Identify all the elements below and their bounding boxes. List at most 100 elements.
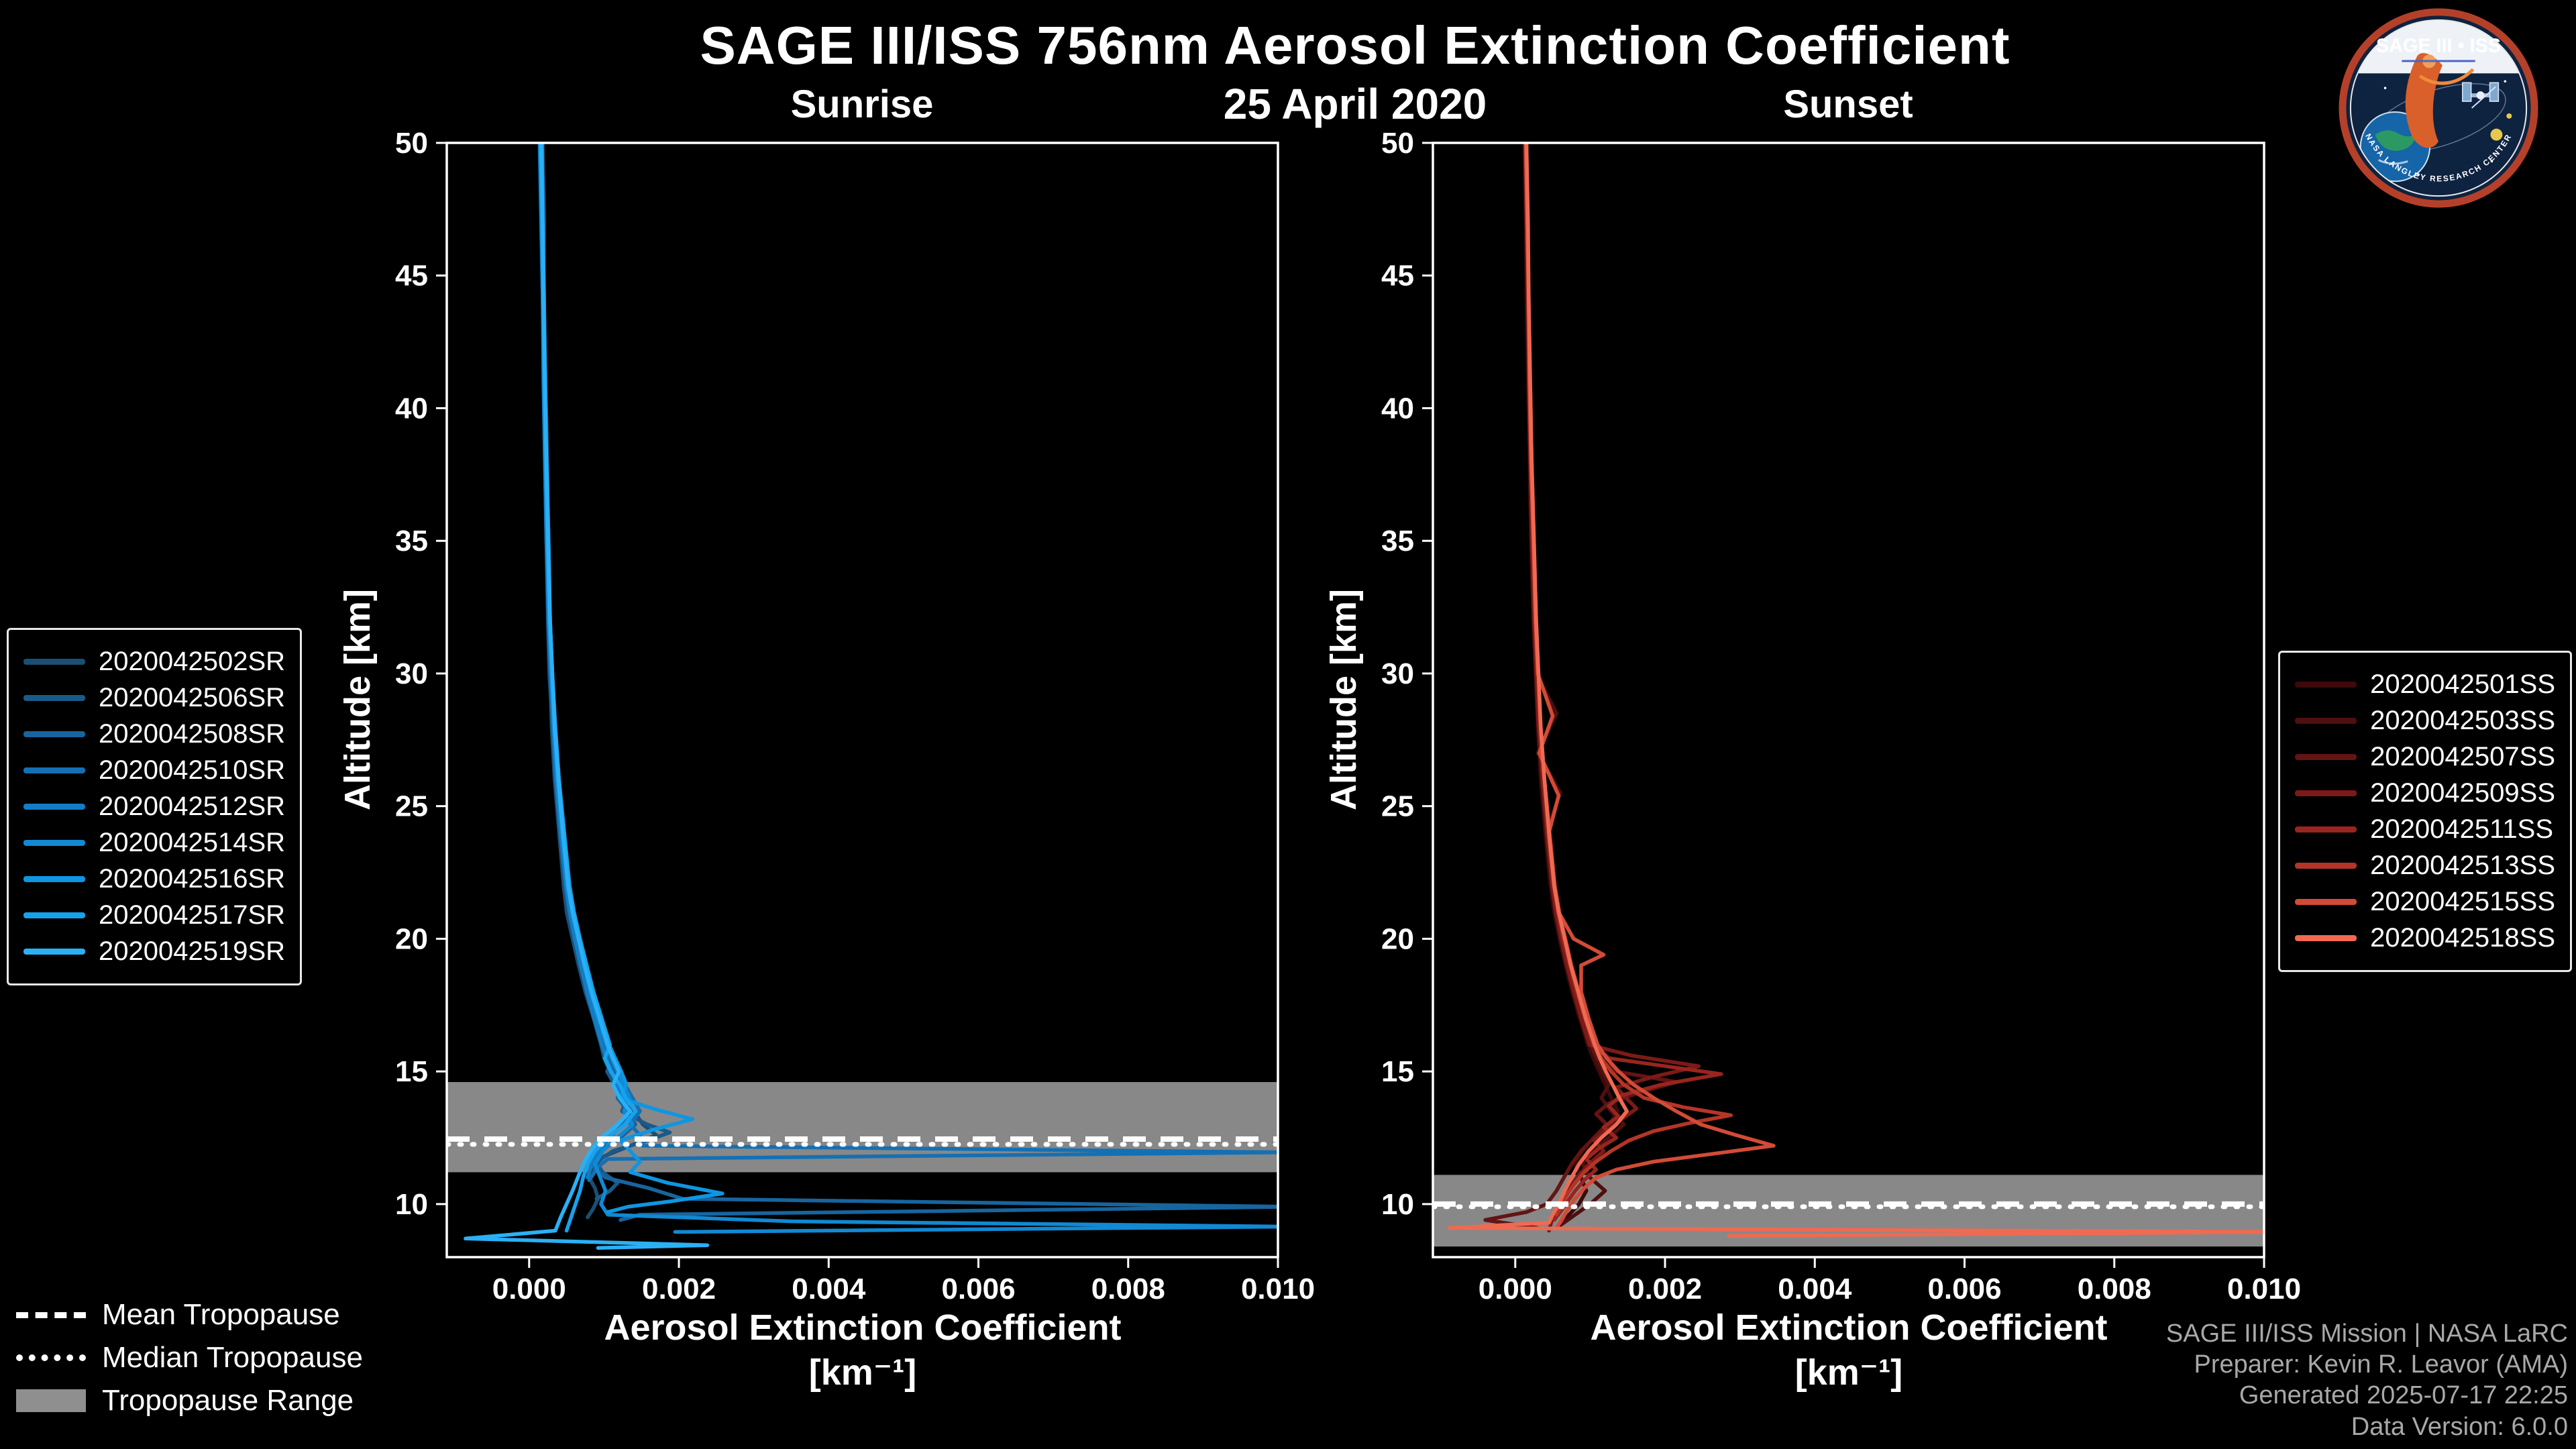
x-tick-label: 0.008 <box>2078 1273 2151 1305</box>
legend-item: 2020042502SR <box>23 647 285 677</box>
credit-mission: SAGE III/ISS Mission | NASA LaRC <box>2165 1319 2568 1348</box>
legend-item: 2020042513SS <box>2295 851 2555 881</box>
y-tick-label: 20 <box>395 922 428 955</box>
legend-item: 2020042515SS <box>2295 887 2555 917</box>
legend-swatch <box>2295 682 2357 688</box>
legend-item-label: 2020042512SR <box>99 792 286 821</box>
legend-item-label: 2020042506SR <box>99 683 286 712</box>
legend-item-label: 2020042508SR <box>99 719 286 749</box>
logo-iss-icon <box>2462 82 2500 109</box>
credit-data-version: Data Version: 6.0.0 <box>2351 1412 2568 1441</box>
legend-item: 2020042501SS <box>2295 669 2555 700</box>
logo-sun-figure <box>2405 53 2443 148</box>
legend-swatch <box>23 912 85 918</box>
x-tick-label: 0.006 <box>941 1273 1015 1305</box>
legend-item-tropopause-range: Tropopause Range <box>16 1384 363 1417</box>
x-tick-label: 0.010 <box>2227 1273 2301 1305</box>
sunrise-y-axis-label: Altitude [km] <box>337 589 378 810</box>
legend-item: 2020042518SS <box>2295 923 2555 953</box>
y-tick-label: 40 <box>395 392 428 425</box>
legend-item: 2020042509SS <box>2295 778 2555 808</box>
legend-item: 2020042507SS <box>2295 742 2555 772</box>
sunset-plot: 0.000 0.002 0.004 0.006 0.008 0.010 10 15 20 25 30… <box>1381 127 2301 1305</box>
profile-line-2020042518SS <box>1447 143 2264 1238</box>
y-tick-label: 40 <box>1381 392 1414 425</box>
legend-item-label: 2020042514SR <box>99 828 286 857</box>
legend-swatch <box>2295 899 2357 905</box>
x-tick-label: 0.002 <box>1628 1273 1702 1305</box>
sunrise-panel-title: Sunrise <box>790 83 934 126</box>
legend-item-label: 2020042516SR <box>99 864 286 894</box>
x-tick-label: 0.004 <box>1778 1273 1852 1305</box>
legend-item-median-tropopause: Median Tropopause <box>16 1341 363 1374</box>
axes-border <box>445 142 1279 1258</box>
logo-moon-icon <box>2490 128 2503 141</box>
y-tick-label: 35 <box>395 525 428 557</box>
x-tick-label: 0.004 <box>792 1273 866 1305</box>
credit-generated: Generated 2025-07-17 22:25 <box>2239 1381 2568 1410</box>
legend-swatch <box>23 767 85 773</box>
y-tick-label: 20 <box>1381 922 1414 955</box>
legend-swatch <box>23 804 85 810</box>
legend-item-label: 2020042503SS <box>2370 706 2555 735</box>
legend-swatch <box>2295 935 2357 941</box>
legend-swatch <box>2295 790 2357 796</box>
legend-item-label: 2020042513SS <box>2370 851 2555 880</box>
legend-swatch <box>23 731 85 737</box>
legend-item-label: 2020042502SR <box>99 647 286 676</box>
tropopause-legend: Mean Tropopause Median Tropopause Tropop… <box>16 1298 363 1429</box>
logo-title: SAGE III • ISS <box>2376 36 2501 57</box>
sunrise-plot: 0.000 0.002 0.004 0.006 0.008 0.010 10 15 20 25 30… <box>395 127 1315 1305</box>
legend-item: 2020042511SS <box>2295 814 2555 845</box>
sunrise-x-axis-label: Aerosol Extinction Coefficient <box>604 1307 1122 1348</box>
legend-swatch <box>2295 863 2357 869</box>
profile-line-2020042511SS <box>1523 143 1723 1222</box>
sunset-legend: 2020042501SS 2020042503SS 2020042507SS 2020… <box>2278 651 2572 972</box>
figure-date: 25 April 2020 <box>1223 80 1487 128</box>
y-tick-label: 30 <box>395 657 428 690</box>
legend-item: 2020042510SR <box>23 755 285 786</box>
credit-preparer: Preparer: Kevin R. Leavor (AMA) <box>2194 1350 2568 1379</box>
legend-swatch <box>23 840 85 846</box>
dashed-line-swatch <box>16 1311 86 1318</box>
legend-swatch <box>2295 826 2357 833</box>
legend-item: 2020042506SR <box>23 683 285 713</box>
sunset-y-axis-label: Altitude [km] <box>1324 589 1364 810</box>
legend-item-label: 2020042517SR <box>99 900 286 930</box>
sage-iss-mission-logo: SAGE III • ISS NASA LANGLEY RESEARCH CEN… <box>2339 8 2538 208</box>
y-tick-label: 25 <box>1381 790 1414 823</box>
legend-item: 2020042517SR <box>23 900 285 930</box>
legend-item-label: 2020042509SS <box>2370 778 2555 808</box>
dotted-line-swatch <box>16 1354 86 1361</box>
legend-swatch <box>23 659 85 665</box>
y-tick-label: 15 <box>395 1055 428 1088</box>
legend-item: 2020042514SR <box>23 828 285 858</box>
profile-line-2020042519SR <box>464 143 710 1250</box>
y-tick-label: 45 <box>1381 260 1414 292</box>
y-tick-label: 45 <box>395 260 428 292</box>
profile-line-2020042516SR <box>538 143 724 1214</box>
legend-item-label: 2020042518SS <box>2370 923 2555 953</box>
legend-item-label: 2020042511SS <box>2370 814 2554 844</box>
axes-border <box>1432 142 2265 1258</box>
legend-item-mean-tropopause: Mean Tropopause <box>16 1298 363 1331</box>
legend-item-label: 2020042510SR <box>99 755 286 785</box>
legend-item-label: 2020042515SS <box>2370 887 2555 916</box>
x-tick-label: 0.000 <box>492 1273 566 1305</box>
sunrise-legend: 2020042502SR 2020042506SR 2020042508SR 2020… <box>7 628 303 985</box>
legend-item: 2020042519SR <box>23 936 285 967</box>
legend-item-label: 2020042507SS <box>2370 742 2555 771</box>
legend-item: 2020042512SR <box>23 792 285 822</box>
y-tick-label: 10 <box>1381 1188 1414 1221</box>
tropopause-range-band <box>447 1081 1278 1173</box>
mission-patch-svg: SAGE III • ISS NASA LANGLEY RESEARCH CEN… <box>2339 8 2538 208</box>
legend-swatch <box>23 695 85 701</box>
legend-item-label: 2020042519SR <box>99 936 286 966</box>
x-tick-label: 0.006 <box>1927 1273 2001 1305</box>
x-tick-label: 0.002 <box>642 1273 716 1305</box>
legend-item: 2020042503SS <box>2295 706 2555 736</box>
legend-label: Mean Tropopause <box>102 1298 340 1331</box>
legend-item-label: 2020042501SS <box>2370 669 2555 699</box>
credits-block: SAGE III/ISS Mission | NASA LaRC Prepare… <box>2166 1318 2568 1442</box>
